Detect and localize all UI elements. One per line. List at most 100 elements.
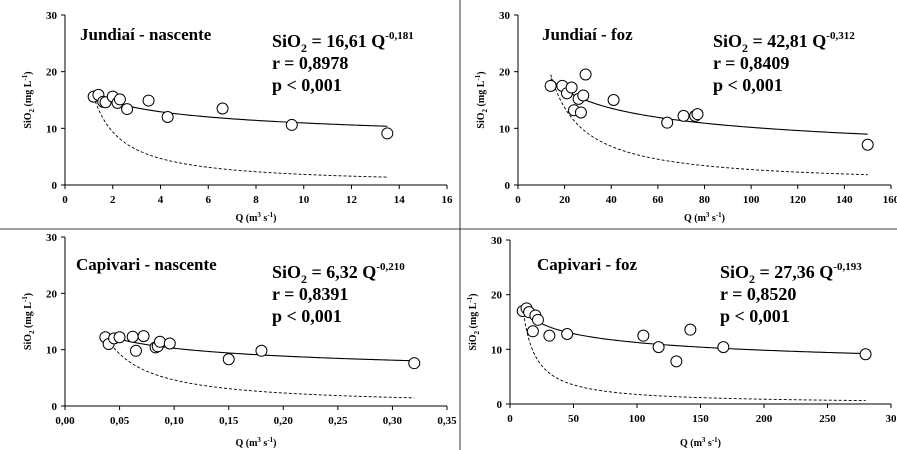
y-tick-label: 20 — [491, 290, 503, 302]
data-point — [113, 331, 126, 344]
regression-equation: SiO2 = 16,61 Q-0,181 — [272, 30, 414, 55]
correlation-r: r = 0,8391 — [272, 284, 348, 304]
correlation-r: r = 0,8520 — [720, 284, 796, 304]
x-tick-label: 120 — [790, 194, 807, 206]
x-axis-label: Q (m3 s-1) — [680, 436, 721, 449]
data-point — [222, 353, 235, 366]
y-tick-label: 0 — [505, 180, 511, 192]
data-point — [142, 94, 155, 107]
y-axis-label: SiO2 (mg L-1) — [466, 293, 481, 350]
data-point — [859, 348, 872, 361]
y-tick-label: 30 — [491, 235, 503, 247]
x-tick-label: 0,15 — [219, 415, 239, 427]
data-point — [161, 111, 174, 123]
chart-panel: 0 10 20 30 0 2 4 6 8 10 12 14 16 SiO2 (mg L-1) Q (m3 s… — [21, 10, 453, 224]
data-point — [285, 118, 298, 131]
dilution-curve — [550, 74, 868, 176]
panels: 0 10 20 30 0 2 4 6 8 10 12 14 16 SiO2 (mg L-1) Q (m3 s… — [21, 10, 897, 449]
data-point — [113, 93, 126, 106]
x-tick-label: 0,05 — [110, 415, 130, 427]
data-point — [691, 108, 704, 121]
data-point — [381, 127, 394, 140]
dilution-curve — [522, 308, 866, 402]
x-tick-label: 160 — [883, 194, 897, 206]
x-tick-label: 0,35 — [437, 415, 457, 427]
y-tick-label: 0 — [52, 401, 58, 413]
data-point — [661, 116, 674, 129]
data-point — [670, 355, 683, 368]
y-tick-label: 30 — [46, 232, 58, 244]
x-tick-label: 60 — [652, 194, 664, 206]
x-tick-label: 100 — [743, 194, 760, 206]
y-tick-label: 10 — [46, 345, 58, 357]
x-tick-label: 80 — [699, 194, 711, 206]
data-point — [526, 325, 539, 338]
data-point — [579, 68, 592, 81]
dilution-curve — [104, 335, 415, 399]
x-tick-label: 4 — [158, 194, 164, 206]
data-point — [637, 329, 650, 342]
panel-title: Capivari - foz — [537, 255, 638, 274]
p-value: p < 0,001 — [720, 306, 790, 326]
x-tick-label: 0,20 — [274, 415, 294, 427]
data-point — [861, 138, 874, 151]
y-tick-label: 20 — [499, 67, 511, 79]
data-point — [717, 341, 730, 354]
data-point — [137, 330, 150, 343]
y-axis-label: SiO2 (mg L-1) — [21, 293, 36, 350]
regression-equation: SiO2 = 42,81 Q-0,312 — [713, 30, 855, 55]
p-value: p < 0,001 — [272, 306, 342, 326]
y-tick-label: 20 — [46, 288, 58, 300]
y-tick-label: 10 — [46, 123, 58, 135]
y-tick-label: 30 — [46, 10, 58, 22]
fit-curve — [522, 307, 866, 355]
data-point — [652, 341, 665, 354]
x-tick-label: 0,00 — [55, 415, 75, 427]
data-point — [684, 323, 697, 336]
x-tick-label: 250 — [819, 413, 836, 425]
data-point — [121, 103, 134, 116]
x-tick-label: 0,10 — [165, 415, 185, 427]
x-tick-label: 0 — [507, 413, 513, 425]
x-tick-label: 140 — [836, 194, 853, 206]
data-point — [565, 81, 578, 94]
data-point — [543, 329, 556, 342]
x-tick-label: 0,30 — [383, 415, 403, 427]
x-tick-label: 14 — [394, 194, 406, 206]
data-point — [531, 313, 544, 326]
x-tick-label: 6 — [206, 194, 212, 206]
x-tick-label: 2 — [110, 194, 116, 206]
fit-curve — [550, 78, 868, 135]
x-tick-label: 200 — [756, 413, 773, 425]
x-axis-label: Q (m3 s-1) — [684, 211, 725, 224]
chart-panel: 0 10 20 30 0 50 100 150 200 250 30 SiO2 (mg L-1) Q (… — [466, 235, 897, 449]
x-tick-label: 30 — [886, 413, 897, 425]
data-point — [544, 79, 557, 92]
data-point — [577, 89, 590, 102]
data-point — [677, 109, 690, 122]
chart-panel: 0 10 20 30 0 20 40 60 80 100 120 140 160 SiO2 (mg L-1… — [474, 10, 897, 224]
regression-equation: SiO2 = 27,36 Q-0,193 — [720, 261, 862, 286]
data-point — [607, 94, 620, 106]
correlation-r: r = 0,8978 — [272, 53, 348, 73]
data-point — [163, 337, 176, 350]
p-value: p < 0,001 — [713, 75, 783, 95]
x-tick-label: 10 — [298, 194, 310, 206]
p-value: p < 0,001 — [272, 75, 342, 95]
y-axis-label: SiO2 (mg L-1) — [21, 71, 36, 128]
data-point — [126, 330, 139, 343]
x-tick-label: 0,25 — [328, 415, 348, 427]
x-tick-label: 0 — [62, 194, 68, 206]
panel-title: Jundiaí - foz — [542, 25, 633, 44]
y-tick-label: 0 — [497, 399, 503, 411]
x-tick-label: 40 — [606, 194, 618, 206]
x-axis-label: Q (m3 s-1) — [235, 436, 276, 449]
regression-equation: SiO2 = 6,32 Q-0,210 — [272, 261, 405, 286]
y-tick-label: 30 — [499, 10, 511, 22]
data-point — [574, 106, 587, 119]
data-point — [216, 102, 229, 115]
y-tick-label: 0 — [52, 180, 58, 192]
y-tick-label: 10 — [499, 123, 511, 135]
panel-title: Jundiaí - nascente — [80, 25, 212, 44]
